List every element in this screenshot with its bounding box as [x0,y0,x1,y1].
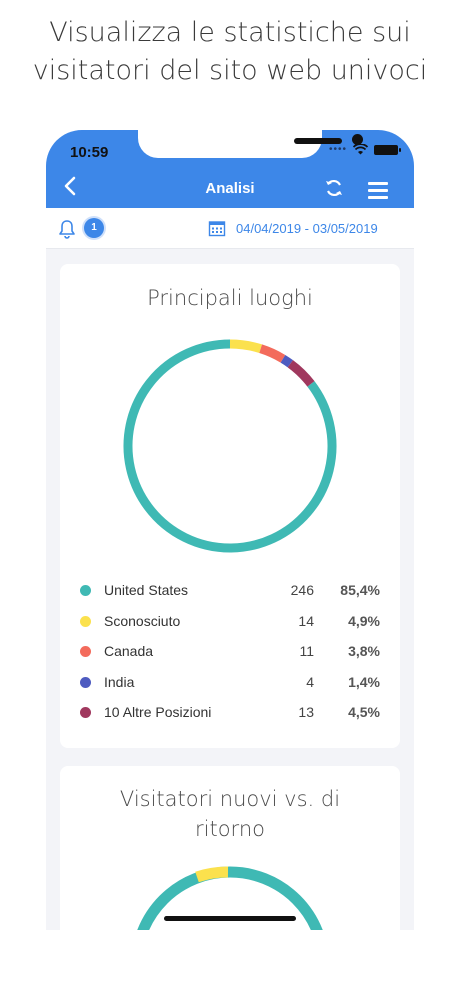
legend-row: Canada 11 3,8% [80,641,386,672]
status-time: 10:59 [70,144,109,161]
legend-percent: 3,8% [348,643,380,659]
legend-percent: 4,5% [348,704,380,720]
date-range[interactable]: 04/04/2019 - 03/05/2019 [236,221,378,236]
device-notch [138,130,363,158]
bell-icon [59,220,75,239]
top-locations-card: Principali luoghi United States 246 85,4… [60,264,400,748]
notifications-button[interactable] [58,219,76,244]
locations-donut-chart [123,339,337,553]
returning-visitors-arc [137,866,323,930]
hamburger-menu-icon [368,182,388,185]
refresh-icon [326,179,342,197]
promo-headline-line1: Visualizza le statistiche sui [49,17,411,48]
legend-row: United States 246 85,4% [80,580,386,611]
speaker-grill [294,138,342,144]
donut-slice-india [280,354,293,368]
legend-percent: 85,4% [340,582,380,598]
card-title: Principali luoghi [147,286,313,310]
calendar-icon [208,221,226,237]
legend-percent: 4,9% [348,612,380,629]
legend-label: India [104,673,135,690]
legend-swatch [80,585,91,596]
legend-label: Sconosciuto [104,612,181,629]
visitors-donut-chart [137,866,323,930]
back-button[interactable] [64,176,76,200]
legend-row: India 4 1,4% [80,672,386,703]
battery-icon [374,144,401,155]
card-title-line1: Visitatori nuovi vs. di [119,787,341,811]
promo-headline-line2: visitatori del sito web univoci [32,55,428,86]
front-camera [352,134,363,145]
legend-count: 14 [298,612,314,629]
page-title: Analisi [205,180,255,197]
donut-slice-sconosciuto [229,339,263,354]
menu-button[interactable] [368,182,388,203]
card-title-line2: ritorno [195,817,265,841]
new-visitors-arc [195,866,229,883]
legend-count: 11 [299,643,314,659]
legend-swatch [80,707,91,718]
date-picker-button[interactable] [208,219,226,242]
legend-label: United States [104,582,189,598]
new-vs-returning-card: Visitatori nuovi vs. di ritorno [60,766,400,930]
home-indicator[interactable] [164,916,296,921]
app-header: 10:59 •••• Analisi [46,130,414,208]
status-icons: •••• [328,144,401,155]
filter-toolbar: 1 04/04/2019 - 03/05/2019 [46,208,414,249]
legend-label: 10 Altre Posizioni [104,704,212,720]
notification-badge[interactable]: 1 [84,218,104,238]
phone-frame: 10:59 •••• Analisi [46,130,414,930]
locations-legend: United States 246 85,4% Sconosciuto 14 4… [80,580,386,733]
wifi-icon [353,144,368,155]
donut-slice-canada [259,344,286,363]
card-title: Visitatori nuovi vs. di ritorno [60,784,400,844]
legend-swatch [80,646,91,657]
promo-headline: Visualizza le statistiche sui visitatori… [0,14,460,90]
legend-row: 10 Altre Posizioni 13 4,5% [80,702,386,733]
legend-row: Sconosciuto 14 4,9% [80,611,386,642]
legend-count: 246 [290,582,314,598]
signal-icon: •••• [328,144,347,155]
legend-percent: 1,4% [348,673,380,690]
donut-slice-united-states [123,339,337,553]
chevron-left-icon [64,176,76,196]
refresh-button[interactable] [324,178,344,203]
legend-label: Canada [104,643,154,659]
legend-count: 4 [306,673,314,690]
legend-count: 13 [298,704,314,720]
donut-slice-10-altre-posizioni [287,360,315,387]
legend-swatch [80,615,91,627]
legend-swatch [80,676,91,688]
